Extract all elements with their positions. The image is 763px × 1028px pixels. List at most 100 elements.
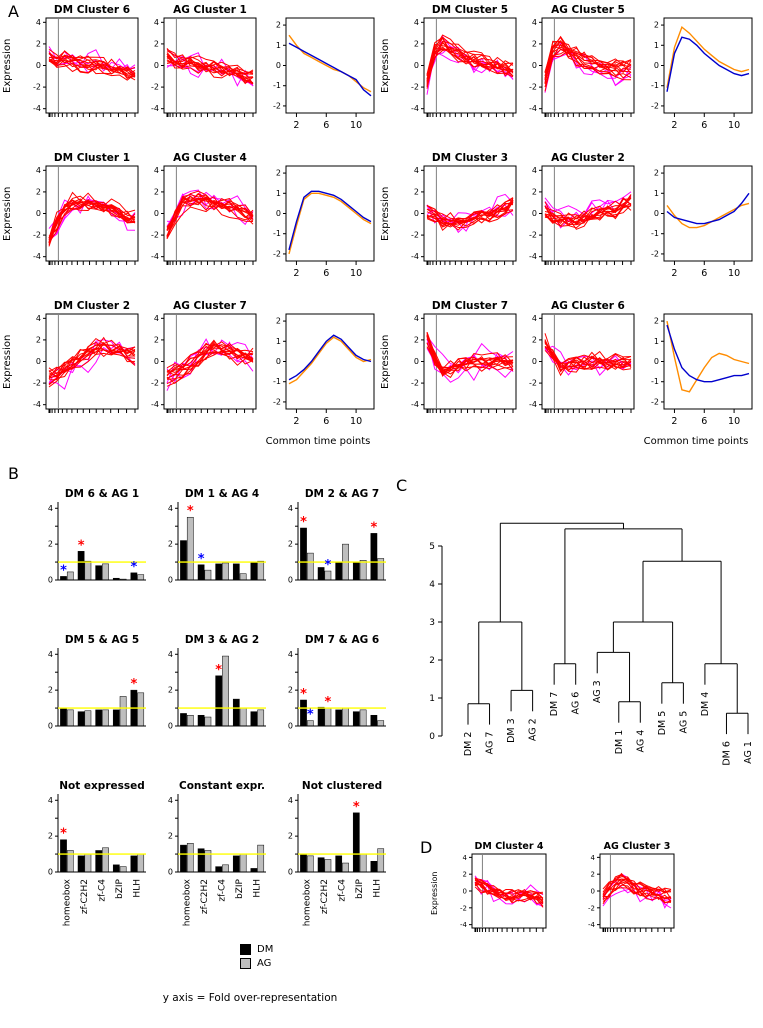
y-tick-label: 0: [654, 209, 659, 218]
expression-profile-line: [48, 200, 136, 238]
y-tick-label: 4: [48, 796, 53, 805]
y-tick-label: 0: [288, 722, 293, 731]
y-tick-label: 4: [48, 504, 53, 513]
y-tick-label: 1: [654, 41, 659, 50]
y-tick-label: 2: [168, 540, 173, 549]
ag-bar: [102, 563, 109, 581]
expression-profile-line: [544, 44, 632, 77]
fold-overrep-bar-chart: DM 6 & AG 1 0 2 4 * * *: [48, 488, 146, 585]
dendro-leaf-label: AG 2: [528, 718, 539, 741]
ag-bar: [222, 864, 229, 873]
y-tick-label: 2: [154, 187, 159, 196]
y-tick-label: -1: [273, 377, 281, 386]
x-tick-label: 2: [671, 416, 677, 427]
y-tick-label: 4: [288, 650, 293, 659]
mean-profile-line: [666, 25, 750, 88]
expression-axis-label: Expression: [2, 38, 13, 93]
y-tick-label: -2: [588, 904, 595, 912]
x-tick-label: 6: [323, 416, 329, 427]
y-tick-label: 4: [154, 166, 159, 175]
comparison-plot: -2 -1 0 1 2 2 6 10: [651, 17, 753, 131]
dendro-y-tick-label: 5: [429, 542, 435, 552]
panel-c-label: C: [396, 476, 408, 495]
cluster-title: AG Cluster 2: [551, 152, 625, 164]
significance-star-red: *: [78, 538, 85, 553]
expression-profile-line: [544, 191, 632, 223]
significance-star-red: *: [215, 663, 222, 678]
ag-bar: [239, 707, 247, 727]
dendro-y-tick-label: 3: [429, 618, 435, 628]
y-tick-label: -2: [411, 231, 419, 240]
bar-chart-title: Not clustered: [302, 780, 382, 792]
y-tick-label: 2: [36, 335, 41, 344]
dm-bar: [317, 857, 325, 873]
ag-cluster-plot: AG Cluster 3 -4 -2 0 2 4: [588, 841, 675, 932]
y-tick-label: 2: [48, 832, 53, 841]
expression-profile-line: [426, 51, 514, 95]
dm-bar: [215, 675, 223, 727]
y-tick-label: 4: [532, 314, 537, 323]
ag-bar: [324, 859, 332, 873]
cluster-title: DM Cluster 6: [54, 4, 130, 16]
mean-profile-line: [288, 34, 372, 93]
expression-axis-label: Expression: [380, 38, 391, 93]
y-tick-label: 0: [36, 209, 41, 218]
dendro-leaf-label: AG 4: [635, 730, 646, 753]
y-tick-label: 1: [276, 41, 281, 50]
y-tick-label: 2: [414, 187, 419, 196]
dendro-leaf-label: DM 4: [700, 692, 711, 717]
y-tick-label: 4: [168, 796, 173, 805]
expression-profile-line: [544, 349, 632, 372]
significance-star-blue: *: [307, 708, 314, 723]
ag-cluster-plot: AG Cluster 5 -4 -2 0 2 4: [529, 4, 635, 117]
dm-bar: [77, 711, 85, 727]
significance-star-red: *: [353, 800, 360, 815]
mean-profile-line: [288, 336, 372, 385]
legend-dm-row: DM: [240, 944, 273, 955]
y-tick-label: -2: [273, 397, 281, 406]
bar-chart-title: DM 2 & AG 7: [305, 488, 379, 500]
expression-axis-label: Expression: [380, 186, 391, 241]
dm-cluster-plot: DM Cluster 2 -4 -2 0 2 4: [33, 300, 139, 413]
ag-bar: [257, 560, 265, 581]
y-tick-label: 4: [288, 796, 293, 805]
common-time-points-label: Common time points: [643, 436, 749, 447]
comparison-plot: -2 -1 0 1 2 2 6 10: [651, 165, 753, 279]
x-category-label: HLH: [373, 879, 383, 898]
expression-axis-label: Expression: [430, 871, 439, 915]
ag-bar: [359, 709, 367, 727]
x-tick-label: 10: [350, 268, 362, 279]
significance-star-blue: *: [60, 563, 67, 578]
x-tick-label: 10: [728, 268, 740, 279]
significance-star-red: *: [370, 520, 377, 535]
significance-star-red: *: [300, 687, 307, 702]
dm-bar: [250, 711, 258, 727]
expression-profile-line: [48, 336, 136, 375]
y-tick-label: -2: [33, 379, 41, 388]
y-tick-label: 4: [36, 18, 41, 27]
dm-bar: [180, 713, 187, 727]
y-tick-label: 1: [654, 189, 659, 198]
cluster-title: AG Cluster 7: [173, 300, 247, 312]
bar-chart-title: DM 6 & AG 1: [65, 488, 139, 500]
dm-bar: [180, 540, 187, 581]
cluster-title: AG Cluster 6: [551, 300, 625, 312]
y-tick-label: -4: [529, 252, 537, 261]
legend-ag-label: AG: [257, 958, 272, 969]
y-tick-label: 0: [532, 357, 537, 366]
expression-profile-line: [426, 335, 514, 366]
ag-bar: [137, 574, 145, 581]
bar-chart-title: DM 7 & AG 6: [305, 634, 379, 646]
dm-bar: [232, 563, 240, 581]
expression-profile-line: [426, 202, 514, 232]
dendro-leaf-label: DM 6: [721, 741, 732, 766]
plot-frame: [285, 313, 375, 410]
y-tick-label: 0: [414, 61, 419, 70]
fold-overrep-bar-chart: Not expressed 0 2 4 * homeobox zf-C2H2 zf-C4 bZI…: [48, 780, 146, 926]
panel-b-label: B: [8, 464, 19, 483]
expression-profile-line: [166, 347, 254, 379]
ag-bar: [66, 571, 74, 581]
dendro-y-tick-label: 0: [429, 732, 435, 742]
cluster-title: AG Cluster 1: [173, 4, 247, 16]
ag-bar: [377, 848, 385, 873]
